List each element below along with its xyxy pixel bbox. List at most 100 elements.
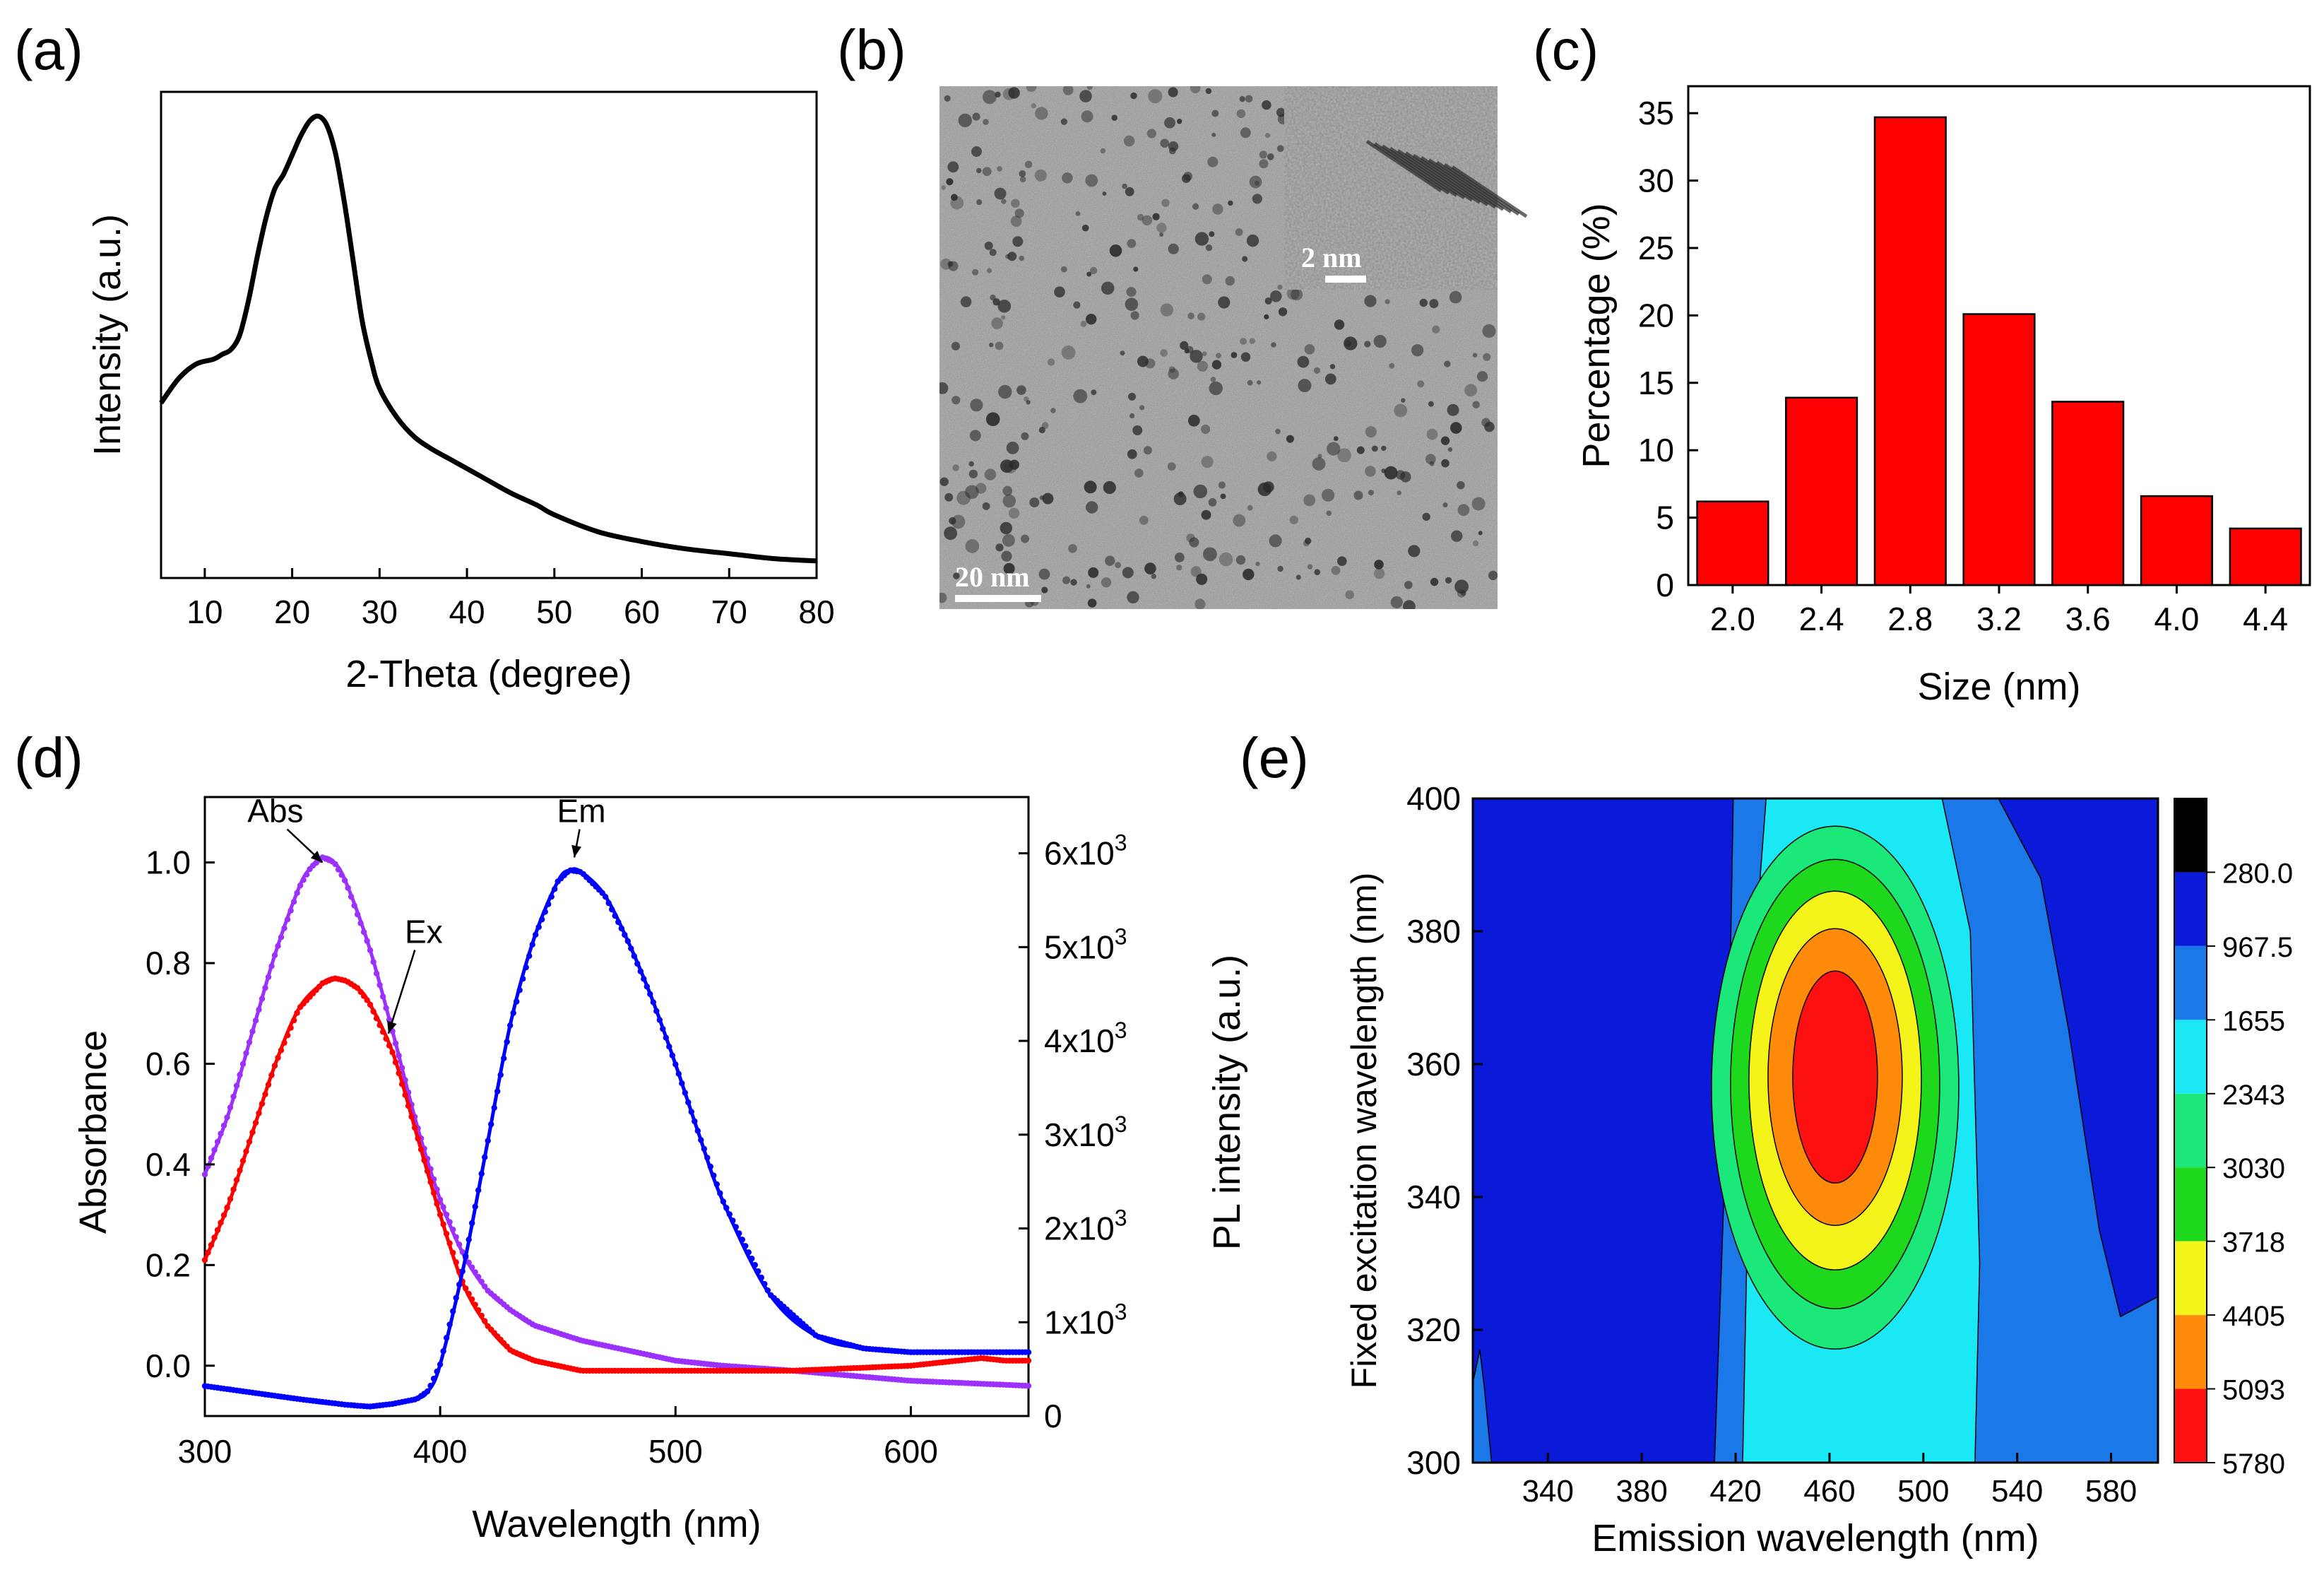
series-abs-point <box>300 877 307 883</box>
nanoparticle <box>1255 562 1260 567</box>
nanoparticle <box>1371 445 1378 452</box>
series-abs-point <box>262 984 268 991</box>
series-em-point <box>755 1268 761 1275</box>
series-ex-point <box>450 1249 456 1256</box>
nanoparticle <box>1233 514 1246 527</box>
series-em-point <box>504 1039 510 1045</box>
series-abs-point <box>208 1155 215 1162</box>
y-tick-label: 30 <box>1638 163 1674 199</box>
nanoparticle <box>1008 87 1020 99</box>
colorbar-swatch <box>2174 945 2207 1020</box>
nanoparticle <box>1425 454 1436 465</box>
nanoparticle <box>982 502 990 510</box>
nanoparticle <box>1026 400 1031 405</box>
series-abs-point <box>469 1264 475 1270</box>
y2-tick-exponent: 3 <box>1115 924 1127 949</box>
bar-4.0 <box>2140 495 2213 586</box>
nanoparticle <box>1194 232 1209 246</box>
y2-tick-label: 4x103 <box>1044 1017 1127 1059</box>
nanoparticle <box>1337 556 1347 566</box>
series-em-point <box>497 1072 504 1078</box>
series-ex-point <box>256 1110 262 1116</box>
series-ex-point <box>252 1119 259 1126</box>
series-ex-point <box>214 1227 221 1234</box>
series-ex-point <box>472 1302 478 1308</box>
series-ex-point <box>389 1049 396 1056</box>
nanoparticle <box>1247 379 1253 386</box>
nanoparticle <box>970 399 983 412</box>
nanoparticle <box>1079 90 1092 102</box>
nanoparticle <box>1447 403 1459 416</box>
nanoparticle <box>1243 568 1255 581</box>
nanoparticle <box>1364 295 1377 307</box>
nanoparticle <box>952 464 959 471</box>
nanoparticle <box>1034 169 1047 182</box>
series-ex-point <box>482 1318 488 1324</box>
nanoparticle <box>1000 521 1013 535</box>
series-em-point <box>612 912 618 919</box>
x-tick-label: 10 <box>186 594 223 630</box>
nanoparticle <box>1277 284 1283 290</box>
nanoparticle <box>1100 148 1106 154</box>
series-ex-point <box>265 1081 272 1088</box>
y-tick-label: 320 <box>1406 1311 1461 1348</box>
nanoparticle <box>968 461 974 467</box>
panel-label-a: (a) <box>14 18 83 81</box>
nanoparticle <box>1201 509 1211 520</box>
nanoparticle <box>1208 498 1217 507</box>
nanoparticle <box>976 167 982 174</box>
nanoparticle <box>1019 170 1026 177</box>
nanoparticle <box>1203 547 1217 562</box>
nanoparticle <box>1139 515 1149 525</box>
nanoparticle <box>1212 203 1223 215</box>
nanoparticle <box>1187 312 1194 319</box>
x-tick-label: 540 <box>1991 1474 2043 1509</box>
nanoparticle <box>1105 555 1115 566</box>
nanoparticle <box>1239 96 1245 102</box>
nanoparticle <box>1205 88 1212 95</box>
series-em-point <box>526 952 533 960</box>
panel-label-c: (c) <box>1533 18 1599 81</box>
y2-tick-exponent: 3 <box>1115 1017 1127 1043</box>
series-abs-point <box>220 1122 227 1129</box>
nanoparticle <box>947 161 959 173</box>
series-em-point <box>663 1034 669 1041</box>
lattice-fringe <box>1389 146 1466 199</box>
nanoparticle <box>1190 350 1203 363</box>
series-em-point <box>675 1070 682 1077</box>
nanoparticle <box>1326 510 1332 517</box>
series-abs-point <box>227 1104 234 1111</box>
lattice-fringe <box>1373 142 1450 195</box>
series-em-point <box>446 1321 453 1328</box>
series-em-point <box>437 1361 444 1368</box>
nanoparticle <box>1000 459 1014 473</box>
nanoparticle <box>1087 598 1097 608</box>
panel-d-x-axis-label: Wavelength (nm) <box>472 1503 761 1545</box>
lattice-fringe <box>1428 158 1505 211</box>
nanoparticle <box>1365 426 1377 438</box>
nanoparticle <box>1422 512 1430 521</box>
nanoparticle <box>1086 271 1092 277</box>
series-em-point <box>764 1287 771 1294</box>
colorbar-label: 3030 <box>2222 1153 2285 1184</box>
panel-label-e: (e) <box>1240 726 1309 789</box>
nanoparticle <box>1471 497 1486 511</box>
colorbar-label: 967.5 <box>2222 932 2293 963</box>
series-em-point <box>761 1280 768 1287</box>
nanoparticle <box>1457 480 1465 490</box>
colorbar-label: 3718 <box>2222 1227 2285 1258</box>
nanoparticle <box>1218 481 1226 489</box>
series-ex-point <box>437 1211 444 1218</box>
nanoparticle <box>1120 350 1125 356</box>
series-em-point <box>717 1190 723 1196</box>
x-tick-label: 2.4 <box>1799 601 1844 637</box>
series-em-point <box>692 1118 698 1125</box>
series-abs-point <box>466 1259 472 1266</box>
y-tick-label: 0.4 <box>146 1146 191 1183</box>
series-ex-point <box>278 1047 285 1054</box>
nanoparticle <box>997 300 1012 313</box>
series-em-point <box>609 906 615 913</box>
series-abs-point <box>290 899 297 905</box>
nanoparticle <box>1429 461 1435 466</box>
nanoparticle <box>1021 432 1029 440</box>
